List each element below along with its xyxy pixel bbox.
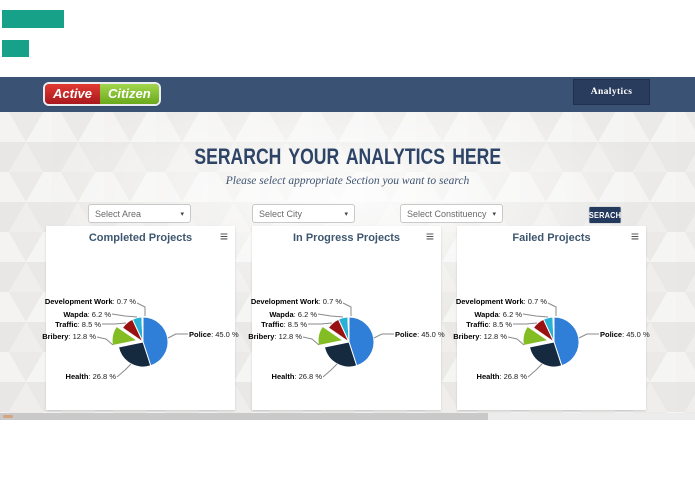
data-label-wapda: Wapda: 6.2 % (63, 310, 111, 319)
data-label-traffic: Traffic: 8.5 % (261, 320, 307, 329)
data-label-development-work: Development Work: 0.7 % (455, 297, 547, 306)
nav-item-analytics-label: Analytics (590, 87, 633, 97)
pie-slice-bribery[interactable] (522, 325, 549, 346)
data-label-bribery: Bribery: 12.8 % (42, 332, 96, 341)
horizontal-scrollbar-thumb[interactable] (0, 413, 488, 420)
data-label-traffic: Traffic: 8.5 % (55, 320, 101, 329)
label-connectors (507, 302, 599, 378)
constituency-select[interactable]: Select Constituency ▾ (400, 204, 503, 223)
dropdown-arrow-icon: ▾ (492, 210, 496, 218)
pie-slice-police[interactable] (142, 316, 169, 367)
city-select-value: Select City (259, 208, 303, 219)
pie-slice-health[interactable] (529, 341, 563, 368)
dropdown-arrow-icon: ▾ (180, 210, 184, 218)
dropdown-arrow-icon: ▾ (344, 210, 348, 218)
pie-slice-health[interactable] (118, 341, 152, 368)
data-label-police: Police: 45.0 % (189, 330, 239, 339)
pie-slice-bribery[interactable] (317, 325, 344, 346)
chart-card-failed-projects: Failed Projects ≡ Development Work: 0.7 … (453, 226, 650, 410)
page-subtitle: Please select appropriate Section you wa… (225, 175, 470, 187)
chart-title: In Progress Projects (293, 232, 400, 244)
data-label-health: Health: 26.8 % (271, 372, 322, 381)
data-label-police: Police: 45.0 % (600, 330, 650, 339)
chart-title: Completed Projects (88, 232, 193, 244)
data-label-health: Health: 26.8 % (476, 372, 527, 381)
chart-card-in-progress-projects: In Progress Projects ≡ Development Work:… (248, 226, 445, 410)
pie-chart[interactable] (252, 226, 441, 410)
pie-slice-development-work[interactable] (347, 316, 350, 343)
data-label-bribery: Bribery: 12.8 % (248, 332, 302, 341)
pie-slice-police[interactable] (348, 316, 375, 367)
horizontal-scrollbar-track[interactable] (0, 413, 695, 420)
data-label-police: Police: 45.0 % (395, 330, 445, 339)
data-label-wapda: Wapda: 6.2 % (269, 310, 317, 319)
chart-export-menu-icon[interactable]: ≡ (630, 228, 639, 244)
search-button[interactable]: SERACH (588, 206, 622, 224)
pie-slice-development-work[interactable] (141, 316, 144, 343)
area-select[interactable]: Select Area ▾ (88, 204, 191, 223)
data-label-traffic: Traffic: 8.5 % (466, 320, 512, 329)
data-label-development-work: Development Work: 0.7 % (250, 297, 342, 306)
page-title: SERARCH YOUR ANALYTICS HERE (194, 144, 501, 169)
teal-block-bottom (2, 40, 29, 57)
chart-export-menu-icon[interactable]: ≡ (425, 228, 434, 244)
label-connectors (302, 302, 394, 378)
chart-export-menu-icon[interactable]: ≡ (219, 228, 228, 244)
data-label-wapda: Wapda: 6.2 % (474, 310, 522, 319)
scrollbar-smudge (3, 415, 13, 418)
chart-card-completed-projects: Completed Projects ≡ Development Work: 0… (42, 226, 239, 410)
nav-item-analytics[interactable]: Analytics (573, 79, 650, 105)
logo-word-citizen: Citizen (100, 84, 159, 104)
pie-slice-bribery[interactable] (111, 325, 138, 346)
navbar: Active Citizen Analytics (0, 77, 695, 112)
constituency-select-value: Select Constituency (407, 208, 487, 219)
pie-slice-health[interactable] (324, 341, 358, 368)
active-citizen-logo[interactable]: Active Citizen (45, 84, 159, 104)
data-label-health: Health: 26.8 % (65, 372, 116, 381)
city-select[interactable]: Select City ▾ (252, 204, 355, 223)
teal-block-top (2, 10, 64, 28)
pie-chart[interactable] (46, 226, 235, 410)
chart-title: Failed Projects (512, 232, 591, 244)
data-label-bribery: Bribery: 12.8 % (453, 332, 507, 341)
logo-word-active: Active (45, 84, 101, 104)
pie-slice-development-work[interactable] (552, 316, 555, 343)
label-connectors (96, 302, 188, 378)
pie-slice-police[interactable] (553, 316, 580, 367)
pie-chart[interactable] (457, 226, 646, 410)
area-select-value: Select Area (95, 208, 142, 219)
data-label-development-work: Development Work: 0.7 % (44, 297, 136, 306)
